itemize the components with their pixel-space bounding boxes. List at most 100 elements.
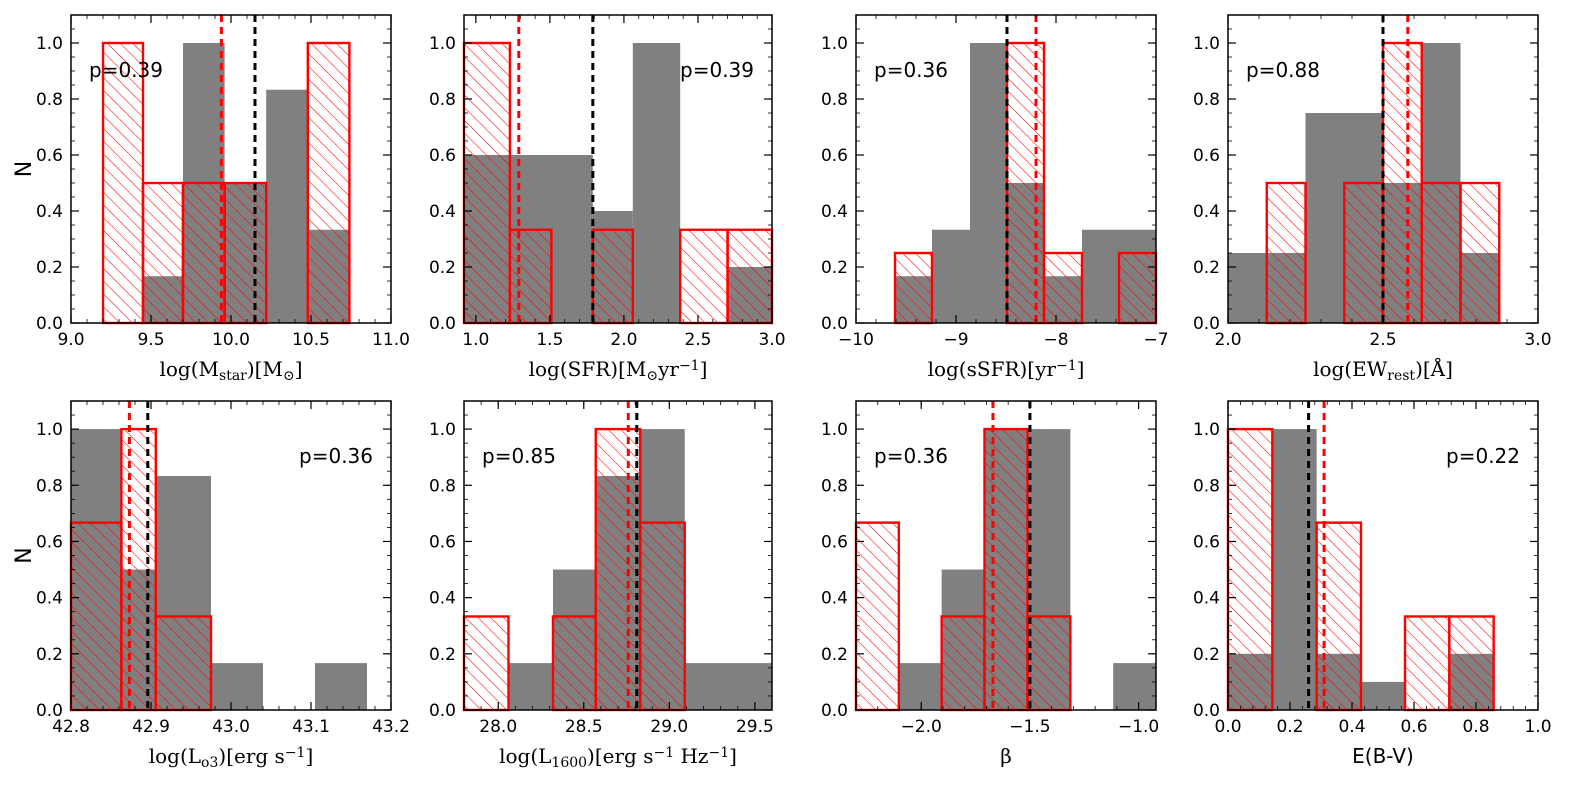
y-tick-label: 0.8 — [821, 90, 848, 110]
x-axis-label-part: E(B-V) — [1352, 744, 1414, 768]
y-tick-label: 0.4 — [429, 202, 456, 222]
x-axis-label-part: yr — [657, 357, 679, 381]
x-axis-label-part: ⊙ — [646, 368, 658, 384]
x-axis-label-part: −1 — [708, 745, 729, 761]
x-tick-label: 42.8 — [52, 717, 90, 737]
x-axis-label: log(Mstar)[M⊙] — [159, 357, 302, 384]
y-tick-label: 1.0 — [1193, 420, 1220, 440]
y-tick-label: 0.2 — [821, 258, 848, 278]
red-hatched-bar — [983, 427, 1029, 712]
x-axis-label: log(EWrest)[Å] — [1313, 356, 1453, 384]
red-hatched-bar — [551, 615, 597, 712]
gray-bar — [727, 663, 772, 710]
y-axis-label: N — [12, 547, 37, 563]
x-tick-label: −9 — [943, 330, 968, 350]
y-tick-label: 1.0 — [429, 34, 456, 54]
red-hatched-bar — [1117, 251, 1158, 325]
x-tick-label: 28.5 — [565, 717, 603, 737]
red-hatched-bar — [1265, 181, 1307, 325]
y-tick-label: 0.2 — [429, 645, 456, 665]
red-hatched-bar — [462, 41, 512, 325]
gray-bar — [898, 663, 942, 710]
x-tick-label: 2.5 — [1369, 330, 1396, 350]
y-axis-label: N — [12, 161, 37, 177]
red-hatched-bar — [1226, 427, 1274, 712]
histogram-panel: 0.0 0.2 0.4 0.6 0.8 1.0 42.8 42.9 43.0 43.1 43.2 lo… — [12, 400, 410, 771]
x-tick-label: 2.5 — [684, 330, 711, 350]
x-tick-label: −2.0 — [901, 717, 942, 737]
x-tick-label: 29.0 — [650, 717, 688, 737]
y-tick-label: 0.6 — [429, 146, 456, 166]
red-hatched-bar — [154, 615, 213, 712]
x-axis-label-part: Hz — [674, 744, 708, 768]
gray-bar — [932, 229, 970, 323]
y-tick-label: 0.8 — [429, 476, 456, 496]
red-hatched-bar — [594, 427, 642, 712]
x-tick-label: 43.1 — [292, 717, 330, 737]
p-value-annotation: p=0.22 — [1446, 444, 1520, 468]
gray-bar — [266, 89, 308, 323]
red-hatched-bar — [1448, 615, 1495, 712]
p-value-annotation: p=0.36 — [299, 444, 373, 468]
red-hatched-bar — [306, 41, 351, 325]
x-axis-label-part: ] — [1077, 357, 1085, 381]
red-hatched-bar — [462, 615, 510, 712]
x-axis-label-part: )[Å] — [1415, 356, 1453, 381]
x-tick-label: 1.0 — [1524, 717, 1551, 737]
y-tick-label: 0.6 — [1193, 532, 1220, 552]
y-tick-label: 0.2 — [36, 645, 63, 665]
y-tick-label: 0.0 — [1193, 314, 1220, 334]
x-tick-label: −1.0 — [1118, 717, 1159, 737]
x-axis-label-part: star — [219, 368, 247, 384]
x-axis-label-part: 1600 — [551, 755, 587, 771]
x-axis-label: log(sSFR)[yr−1] — [928, 357, 1085, 381]
x-axis-label-part: −1 — [285, 745, 306, 761]
x-axis-label-part: ⊙ — [283, 368, 295, 384]
y-tick-label: 0.6 — [36, 532, 63, 552]
histogram-panel: 0.0 0.2 0.4 0.6 0.8 1.0 28.0 28.5 29.0 29.5 log(L1… — [429, 400, 774, 771]
y-tick-label: 0.8 — [1193, 476, 1220, 496]
x-axis-label-part: log(L — [149, 744, 201, 768]
y-tick-label: 0.8 — [1193, 90, 1220, 110]
red-hatched-bar — [120, 427, 158, 712]
y-tick-label: 0.6 — [1193, 146, 1220, 166]
p-value-annotation: p=0.36 — [874, 444, 948, 468]
red-hatched-bar — [181, 181, 226, 325]
gray-bar — [315, 663, 367, 710]
x-axis-label-part: log(sSFR)[yr — [928, 357, 1057, 381]
x-tick-label: 28.0 — [479, 717, 517, 737]
gray-bar — [1360, 681, 1406, 710]
y-tick-label: 1.0 — [821, 420, 848, 440]
x-tick-label: −1.5 — [1009, 717, 1050, 737]
red-hatched-bar — [854, 521, 901, 712]
red-hatched-bar — [69, 521, 123, 712]
gray-bar — [970, 43, 1007, 323]
y-tick-label: 0.2 — [429, 258, 456, 278]
x-tick-label: −8 — [1043, 330, 1068, 350]
p-value-annotation: p=0.39 — [89, 58, 163, 82]
x-tick-label: 0.2 — [1276, 717, 1303, 737]
x-tick-label: −10 — [838, 330, 874, 350]
x-axis-label-part: log(SFR)[M — [529, 357, 647, 381]
red-hatched-bar — [508, 228, 553, 325]
x-axis-label-part: −1 — [653, 745, 674, 761]
x-tick-label: 11.0 — [372, 330, 410, 350]
x-tick-label: 10.0 — [212, 330, 250, 350]
gray-bar — [632, 43, 681, 323]
y-tick-label: 0.0 — [36, 314, 63, 334]
x-tick-label: 29.5 — [736, 717, 774, 737]
x-tick-label: 2.0 — [610, 330, 637, 350]
x-axis-label: log(SFR)[M⊙yr−1] — [529, 357, 708, 384]
y-tick-label: 0.4 — [821, 202, 848, 222]
y-tick-label: 0.4 — [36, 202, 63, 222]
red-hatched-bar — [1005, 41, 1046, 325]
p-value-annotation: p=0.88 — [1246, 58, 1320, 82]
y-tick-label: 0.8 — [429, 90, 456, 110]
red-hatched-bar — [101, 41, 145, 325]
histogram-panel: 0.0 0.2 0.4 0.6 0.8 1.0 −2.0 −1.5 −1.0 β p=0.36 — [821, 400, 1159, 768]
x-axis-label: β — [1000, 744, 1012, 768]
x-tick-label: 3.0 — [758, 330, 785, 350]
x-axis-label-part: )[erg s — [218, 744, 284, 768]
x-tick-label: 2.0 — [1214, 330, 1241, 350]
p-value-annotation: p=0.39 — [680, 58, 754, 82]
